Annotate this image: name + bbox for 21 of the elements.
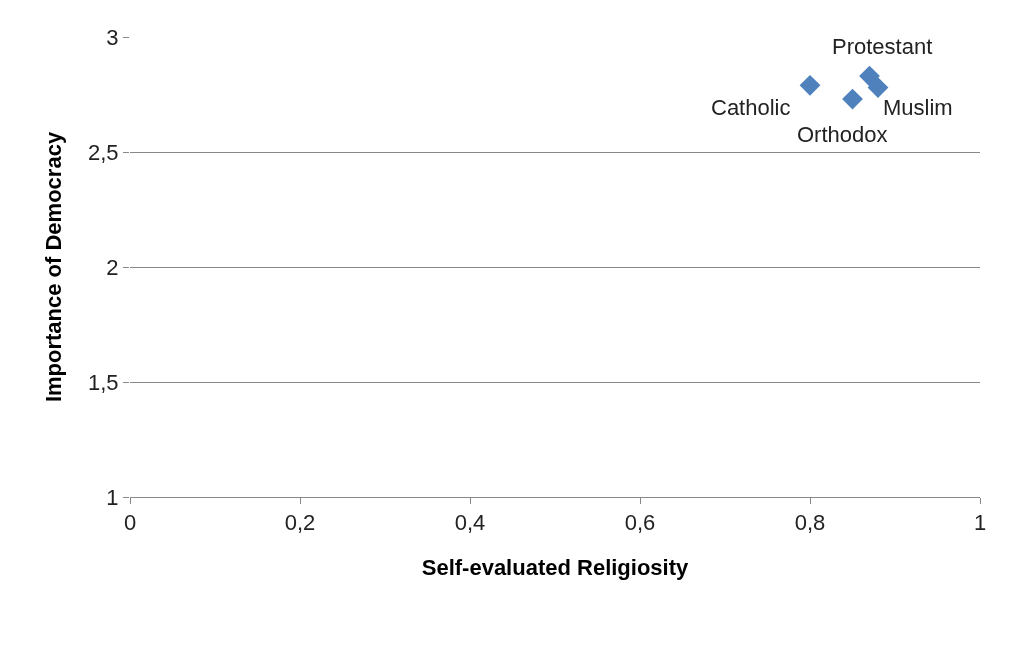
x-tick-label: 0,2 [284, 510, 316, 536]
annotation: Catholic [711, 95, 791, 120]
annotation: Protestant [832, 34, 933, 59]
y-axis-title: Importance of Democracy [40, 131, 66, 403]
point [867, 77, 889, 98]
y-tick-label: 1,5 [88, 369, 119, 395]
annotation: Orthodox [797, 122, 888, 147]
annotation: Muslim [883, 95, 953, 120]
point [859, 65, 880, 87]
y-tick-label: 2 [106, 254, 119, 280]
y-tick-label: 3 [106, 24, 119, 50]
y-tick-label: 2,5 [88, 139, 119, 165]
x-tick-label: 0,4 [454, 510, 486, 536]
x-axis-title: Self-evaluated Religiosity [421, 555, 690, 581]
x-tick-label: 0 [123, 510, 137, 536]
point [799, 74, 821, 96]
y-tick-label: 1 [106, 484, 119, 510]
point [842, 88, 863, 110]
x-tick-label: 1 [973, 510, 987, 536]
x-tick-label: 0,6 [624, 510, 656, 536]
x-tick-label: 0,8 [794, 510, 826, 536]
